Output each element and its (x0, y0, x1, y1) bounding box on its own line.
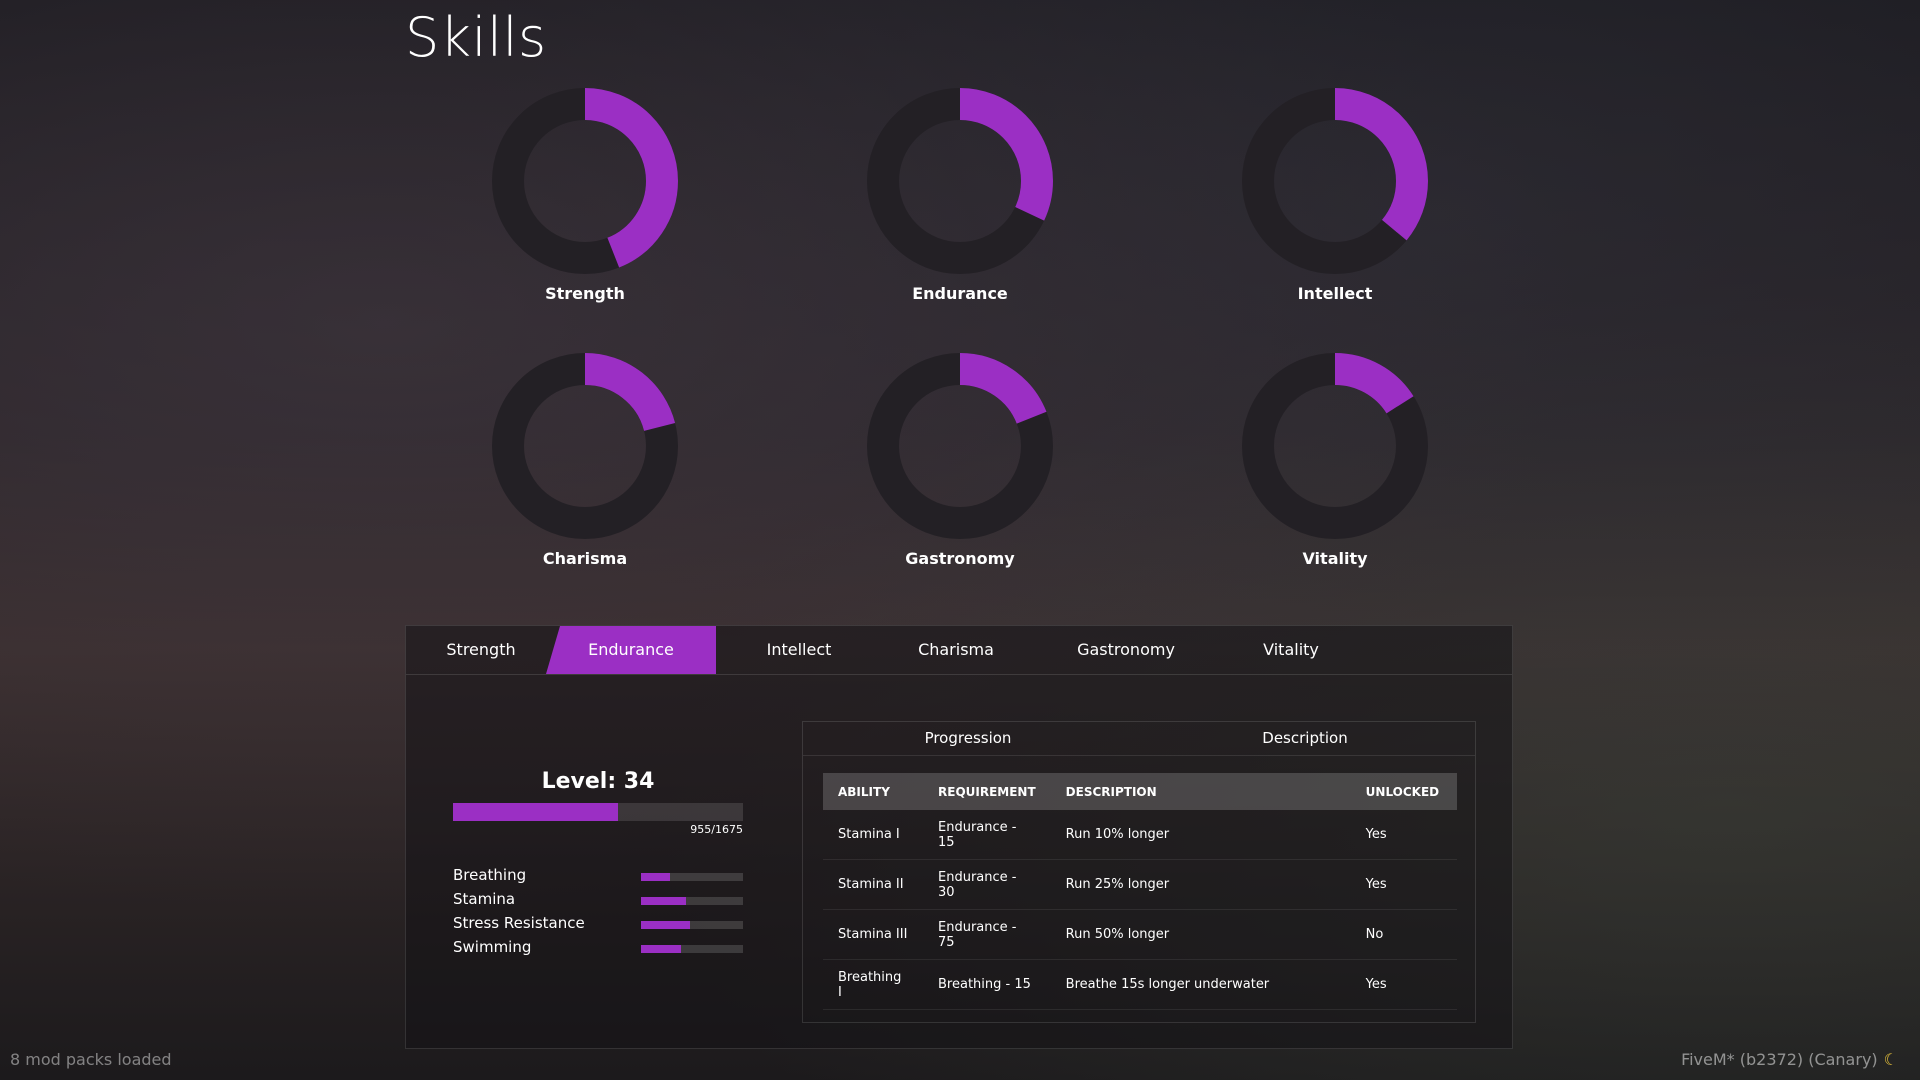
donut-progress-arc (867, 88, 1053, 274)
donut-chart (867, 353, 1053, 539)
sub-skill-label: Swimming (453, 938, 532, 956)
sub-skill-row: Stamina (453, 890, 743, 912)
sub-skill-row: Stress Resistance (453, 914, 743, 936)
donut-progress-arc (492, 353, 678, 539)
donut-progress-arc (1242, 353, 1428, 539)
donut-label: Vitality (1302, 549, 1368, 568)
tab-intellect[interactable]: Intellect (766, 640, 832, 659)
donut-chart (867, 88, 1053, 274)
subtab-description[interactable]: Description (1262, 729, 1348, 747)
skill-donut-intellect: Intellect (1235, 86, 1435, 303)
skill-donut-endurance: Endurance (860, 86, 1060, 303)
sub-skill-bar (641, 945, 743, 953)
skill-donut-charisma: Charisma (485, 351, 685, 568)
table-cell: Stamina I (823, 810, 923, 860)
donut-chart (1242, 88, 1428, 274)
details-subtabs: Progression Description (803, 722, 1475, 756)
table-cell: Run 10% longer (1050, 810, 1351, 860)
table-row: Stamina II Endurance - 30 Run 25% longer Ye… (823, 859, 1457, 910)
skill-tabs: Strength Endurance Intellect Charisma Gastro… (406, 626, 1512, 675)
table-cell: Yes (1350, 810, 1457, 860)
sub-skill-bar-fill (641, 921, 690, 929)
sub-skill-bar-fill (641, 945, 681, 953)
column-header: DESCRIPTION (1050, 773, 1351, 810)
donut-label: Endurance (912, 284, 1008, 303)
table-cell: Stamina II (823, 859, 923, 910)
table-cell: Breathing - 15 (923, 959, 1051, 1010)
table-cell: Breathe 15s longer underwater (1050, 959, 1351, 1010)
sub-skill-label: Breathing (453, 866, 527, 884)
skill-donut-vitality: Vitality (1235, 351, 1435, 568)
table-row: Stamina I Endurance - 15 Run 10% longer Yes (823, 810, 1457, 860)
sub-skill-label: Stress Resistance (453, 914, 585, 932)
table-cell: Run 25% longer (1050, 859, 1351, 910)
build-info-text: FiveM* (b2372) (Canary) (1681, 1050, 1878, 1069)
table-cell: Endurance - 15 (923, 810, 1051, 860)
level-progress-bar (453, 803, 743, 821)
table-cell: Yes (1350, 959, 1457, 1010)
column-header: REQUIREMENT (923, 773, 1051, 810)
sub-skill-bar-fill (641, 873, 670, 881)
sub-skill-bar (641, 921, 743, 929)
donut-progress-arc (1242, 88, 1428, 274)
donut-label: Intellect (1297, 284, 1373, 303)
sub-skill-bar (641, 897, 743, 905)
table-cell: Run 50% longer (1050, 909, 1351, 960)
table-cell: Endurance - 30 (923, 859, 1051, 910)
column-header: ABILITY (823, 773, 923, 810)
sub-skill-label: Stamina (453, 890, 516, 908)
table-cell: Breathing I (823, 959, 923, 1010)
donut-label: Strength (545, 284, 625, 303)
donut-chart (492, 353, 678, 539)
table-cell: No (1350, 909, 1457, 960)
sub-skill-bar (641, 873, 743, 881)
donut-progress-arc (492, 88, 678, 274)
subtab-progression[interactable]: Progression (924, 729, 1012, 747)
page-title: Skills (405, 6, 547, 69)
sub-skill-row: Breathing (453, 866, 743, 888)
column-header: UNLOCKED (1350, 773, 1457, 810)
level-label: Level: 34 (541, 769, 655, 794)
skill-donut-strength: Strength (485, 86, 685, 303)
xp-text: 955/1675 (690, 823, 743, 836)
donut-chart (492, 88, 678, 274)
details-box: Progression Description ABILITY REQUIREM… (802, 721, 1476, 1023)
donut-chart (1242, 353, 1428, 539)
donut-progress-arc (867, 353, 1053, 539)
donut-label: Charisma (542, 549, 628, 568)
table-cell: Endurance - 75 (923, 909, 1051, 960)
sub-skill-row: Swimming (453, 938, 743, 960)
level-progress-fill (453, 803, 619, 821)
abilities-table: ABILITY REQUIREMENT DESCRIPTION UNLOCKED… (823, 773, 1457, 1010)
table-row: Stamina III Endurance - 75 Run 50% longer N… (823, 909, 1457, 960)
table-row: Breathing I Breathing - 15 Breathe 15s lon… (823, 959, 1457, 1010)
moon-icon: ☾ (1883, 1050, 1898, 1069)
donut-label: Gastronomy (905, 549, 1015, 568)
skills-panel: Strength Endurance Intellect Charisma Gastro… (405, 625, 1513, 1049)
tab-vitality[interactable]: Vitality (1263, 640, 1319, 659)
tab-endurance[interactable]: Endurance (546, 626, 716, 674)
tab-gastronomy[interactable]: Gastronomy (1077, 640, 1175, 659)
tab-charisma[interactable]: Charisma (918, 640, 994, 659)
sub-skill-bar-fill (641, 897, 686, 905)
skill-donut-gastronomy: Gastronomy (860, 351, 1060, 568)
tab-strength[interactable]: Strength (446, 640, 516, 659)
mod-packs-status: 8 mod packs loaded (10, 1050, 172, 1069)
table-header-row: ABILITY REQUIREMENT DESCRIPTION UNLOCKED (823, 773, 1457, 810)
table-cell: Yes (1350, 859, 1457, 910)
build-info: FiveM* (b2372) (Canary) ☾ (1681, 1050, 1898, 1069)
table-cell: Stamina III (823, 909, 923, 960)
